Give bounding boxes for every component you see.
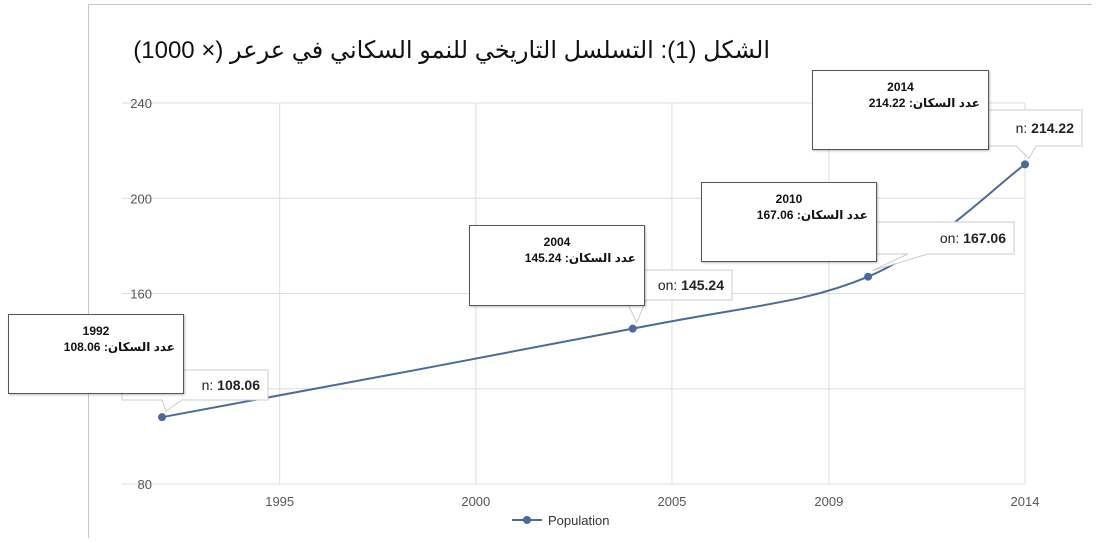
- legend[interactable]: Population: [512, 513, 609, 528]
- tooltip-prefix: n:: [1016, 120, 1032, 136]
- annotation-population: عدد السكان: 167.06: [756, 208, 868, 223]
- tooltip-prefix: on:: [940, 230, 963, 246]
- annotation-box: 1992 عدد السكان: 108.06: [8, 314, 184, 394]
- tooltip-value: 167.06: [963, 230, 1006, 246]
- y-tick-label: 200: [130, 191, 152, 206]
- y-tick-label: 160: [130, 287, 152, 302]
- annotation-year: 2014: [887, 80, 914, 94]
- tooltip-prefix: n:: [202, 377, 218, 393]
- y-tick-label: 240: [130, 96, 152, 111]
- x-tick-label: 2005: [657, 494, 686, 509]
- annotation-year: 2010: [775, 192, 803, 206]
- tooltip-value: 214.22: [1031, 120, 1074, 136]
- annotation-population: عدد السكان: 108.06: [63, 340, 175, 355]
- tooltip-text: n: 214.22: [1016, 120, 1075, 136]
- tooltip-value: 108.06: [217, 377, 260, 393]
- chart-frame: [88, 4, 1092, 538]
- annotation-year: 2004: [543, 235, 571, 249]
- figure-title: الشكل (1): التسلسل التاريخي للنمو السكان…: [133, 37, 770, 64]
- annotation-year: 1992: [82, 324, 110, 338]
- x-axis-ticks: 1995 2000 2005 2009 2014: [265, 494, 1039, 509]
- x-tick-label: 2014: [1011, 494, 1040, 509]
- x-tick-label: 1995: [265, 494, 294, 509]
- tooltip-text: on: 145.24: [658, 277, 724, 293]
- data-point[interactable]: [1021, 160, 1029, 169]
- tooltip-prefix: on:: [658, 277, 681, 293]
- data-point[interactable]: [628, 324, 637, 333]
- tooltip-text: on: 167.06: [940, 230, 1006, 246]
- legend-marker: [523, 516, 531, 524]
- tooltip-text: n: 108.06: [202, 377, 261, 393]
- tooltip: n: 214.22: [975, 109, 1083, 160]
- x-tick-label: 2009: [814, 494, 843, 509]
- annotation-box: 2014 عدد السكان: 214.22: [812, 70, 989, 150]
- legend-label: Population: [548, 513, 609, 528]
- series-points: [158, 160, 1029, 422]
- annotation-population: عدد السكان: 214.22: [868, 96, 980, 111]
- annotation-population: عدد السكان: 145.24: [524, 251, 636, 266]
- data-point[interactable]: [864, 272, 873, 281]
- annotation-box: 2004 عدد السكان: 145.24: [469, 225, 645, 306]
- data-point[interactable]: [158, 413, 166, 422]
- annotation-box: 2010 عدد السكان: 167.06: [701, 182, 877, 262]
- tooltip: on: 167.06: [867, 221, 1015, 272]
- y-axis-ticks: 80 160 200 240: [130, 96, 152, 492]
- x-tick-label: 2000: [461, 494, 490, 509]
- y-tick-label: 80: [138, 477, 152, 492]
- tooltip-value: 145.24: [681, 277, 724, 293]
